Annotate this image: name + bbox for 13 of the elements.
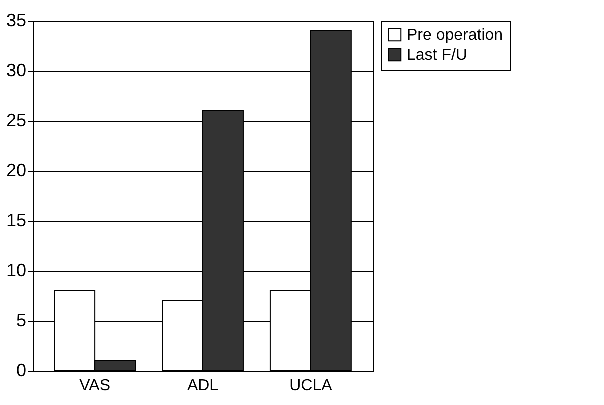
y-tick-label: 35: [6, 10, 26, 30]
y-tick-label: 25: [6, 110, 26, 130]
y-tick-label: 10: [6, 260, 26, 280]
x-tick-label: VAS: [80, 378, 110, 394]
y-tick-label: 30: [6, 60, 26, 80]
x-tick-label: UCLA: [290, 378, 333, 394]
y-tick-label: 20: [6, 160, 26, 180]
x-tick-label: ADL: [187, 378, 219, 394]
legend-label: Last F/U: [407, 47, 468, 64]
legend-label: Pre operation: [407, 27, 504, 44]
y-tick-label: 5: [16, 310, 26, 330]
y-tick-label: 15: [6, 210, 26, 230]
y-tick-label: 0: [16, 360, 26, 380]
